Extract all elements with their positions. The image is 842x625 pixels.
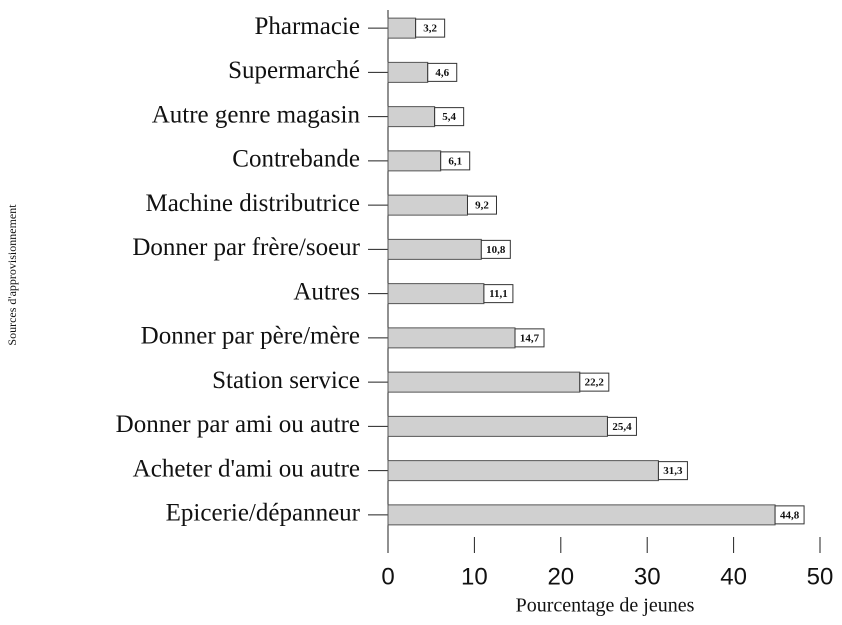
bar	[387, 371, 581, 393]
value-label-box	[434, 107, 465, 127]
y-tick-label: Station service	[212, 367, 360, 394]
bar	[387, 415, 608, 437]
x-axis-label: Pourcentage de jeunes	[516, 595, 695, 617]
value-label-box	[514, 328, 545, 348]
y-tick-label: Donner par ami ou autre	[116, 411, 360, 438]
value-label: 5,4	[442, 111, 456, 123]
value-label: 31,3	[663, 465, 683, 477]
value-label-box	[440, 151, 471, 171]
value-label-box	[606, 416, 637, 436]
bar	[387, 194, 468, 216]
y-tick-label: Epicerie/dépanneur	[166, 500, 361, 527]
x-tick-label: 30	[634, 563, 661, 590]
x-tick-label: 10	[461, 563, 488, 590]
y-tick-label: Donner par frère/soeur	[132, 234, 360, 261]
x-tick-label: 50	[807, 563, 834, 590]
y-tick-label: Contrebande	[232, 146, 360, 173]
x-tick-label: 40	[720, 563, 747, 590]
bar	[387, 283, 485, 305]
x-tick-label: 0	[381, 563, 394, 590]
bar	[387, 61, 429, 83]
value-label: 9,2	[475, 200, 489, 212]
y-tick-label: Pharmacie	[254, 13, 360, 40]
value-label: 10,8	[486, 244, 506, 256]
value-label: 4,6	[435, 67, 449, 79]
value-label-box	[427, 62, 458, 82]
bar	[387, 17, 417, 39]
value-label-box	[415, 18, 446, 38]
value-label-box	[774, 505, 805, 525]
value-label: 25,4	[612, 421, 632, 433]
value-label: 14,7	[520, 332, 540, 344]
bar	[387, 327, 516, 349]
y-tick-label: Donner par père/mère	[141, 323, 360, 350]
value-label: 6,1	[448, 155, 462, 167]
value-label-box	[466, 195, 497, 215]
value-label-box	[480, 239, 511, 259]
value-label: 11,1	[489, 288, 508, 300]
value-label: 44,8	[780, 509, 800, 521]
y-tick-label: Acheter d'ami ou autre	[133, 455, 360, 482]
y-tick-label: Machine distributrice	[145, 190, 360, 217]
value-label-box	[579, 372, 610, 392]
y-tick-label: Supermarché	[228, 57, 360, 84]
value-label: 3,2	[423, 23, 437, 35]
value-label-box	[483, 284, 514, 304]
bar	[387, 504, 776, 526]
y-tick-label: Autres	[293, 278, 360, 305]
bar	[387, 150, 442, 172]
bar	[387, 460, 659, 482]
y-tick-label: Autre genre magasin	[152, 101, 361, 128]
y-axis-label: Sources d'approvisionnement	[5, 204, 19, 346]
x-tick-label: 20	[547, 563, 574, 590]
bar	[387, 106, 436, 128]
bar	[387, 238, 482, 260]
value-label-box	[657, 461, 688, 481]
value-label: 22,2	[585, 377, 605, 389]
